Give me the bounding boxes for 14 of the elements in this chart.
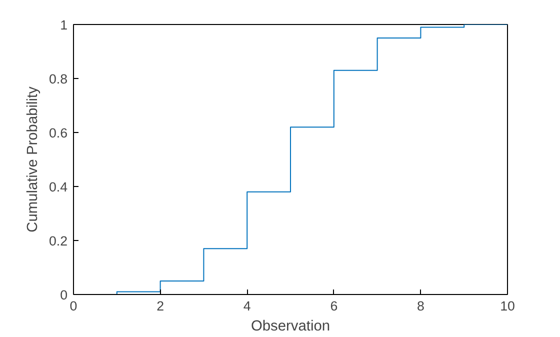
x-tick-label: 4 xyxy=(243,298,252,314)
y-tick-label: 0 xyxy=(60,288,68,302)
y-tick-label: 0.8 xyxy=(48,72,68,86)
x-tick-label: 0 xyxy=(70,298,78,314)
x-tick-label: 2 xyxy=(156,298,164,314)
x-tick-label: 6 xyxy=(330,298,338,314)
y-tick-label: 0.6 xyxy=(48,126,68,140)
x-tick-label: 8 xyxy=(416,298,424,314)
y-axis-title: Cumulative Probability xyxy=(24,86,41,232)
x-tick-label: 10 xyxy=(500,298,515,314)
y-tick-label: 0.4 xyxy=(48,180,68,194)
y-tick-label: 1 xyxy=(60,18,68,32)
x-axis-title: Observation xyxy=(250,318,330,334)
y-tick-label: 0.2 xyxy=(48,234,68,248)
